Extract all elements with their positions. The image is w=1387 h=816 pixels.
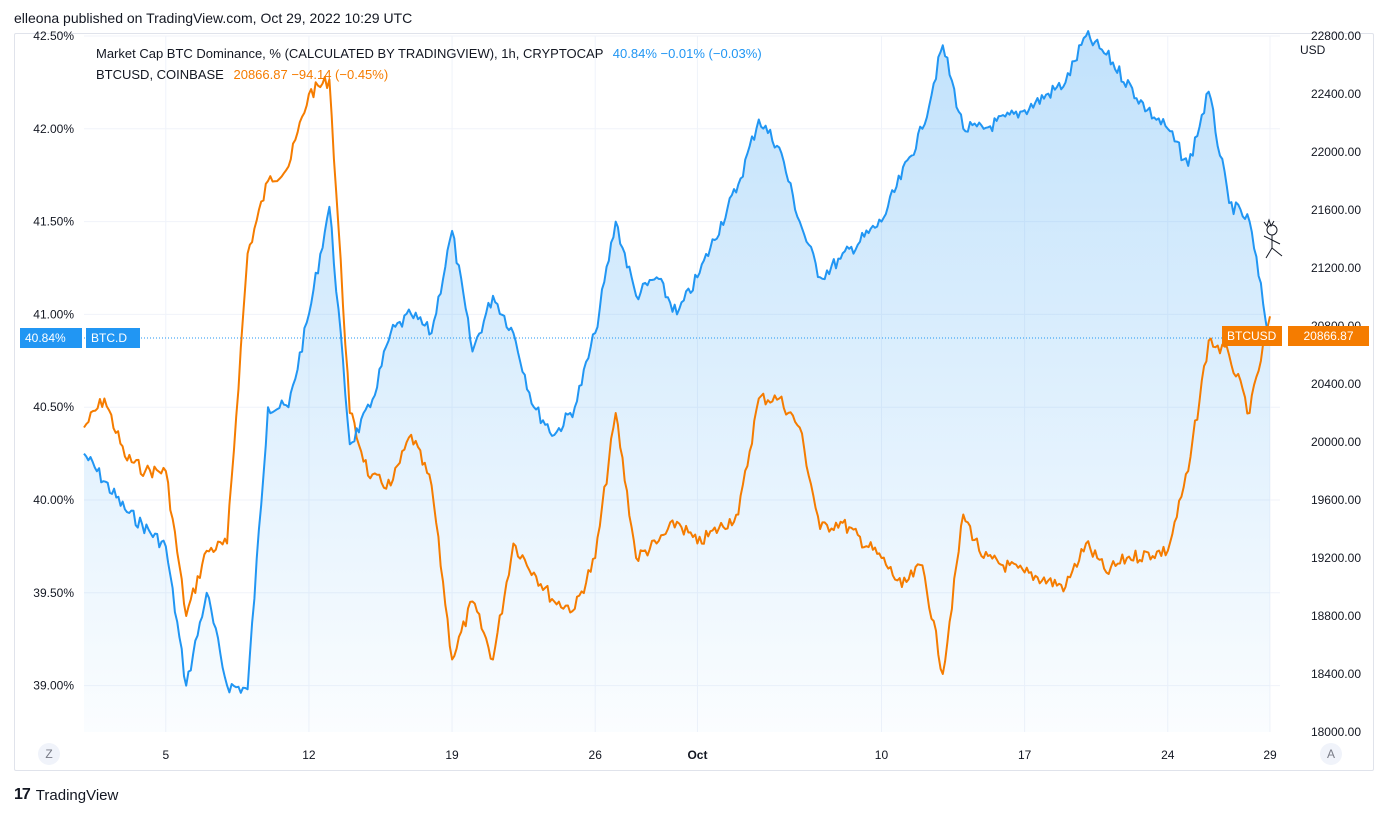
left-tick-label: 39.00% [33, 679, 74, 693]
right-tick-label: 19200.00 [1311, 551, 1361, 565]
legend-btc-values: 20866.87 −94.14 (−0.45%) [233, 67, 389, 82]
btcd-name-tag: BTC.D [86, 328, 140, 348]
left-tick-label: 42.00% [33, 122, 74, 136]
btcd-value-tag: 40.84% [20, 328, 82, 348]
right-tick-label: 19600.00 [1311, 493, 1361, 507]
chart-frame [14, 33, 1374, 771]
footer: 17 TradingView [14, 786, 118, 804]
tradingview-logo-icon: 17 [14, 786, 31, 803]
x-tick-label: 19 [445, 748, 459, 762]
btcusd-line [83, 76, 1271, 675]
auto-scale-button[interactable]: A [1320, 743, 1342, 765]
btc-series [83, 76, 1271, 675]
zoom-button[interactable]: Z [38, 743, 60, 765]
btcd-area-fill [84, 31, 1270, 733]
right-axis: 22800.00 22400.00 22000.00 21600.00 21200.00… [1311, 29, 1361, 739]
btcd-line [83, 30, 1271, 694]
btcd-series [83, 30, 1271, 694]
published-line: elleona published on TradingView.com, Oc… [14, 10, 413, 26]
btc-value-tag: 20866.87 [1288, 326, 1369, 346]
right-tick-label: 18000.00 [1311, 725, 1361, 739]
stick-figure-drawing [1263, 218, 1283, 259]
left-tick-label: 39.50% [33, 586, 74, 600]
right-tick-label: 21200.00 [1311, 261, 1361, 275]
legend-btcd-values: 40.84% −0.01% (−0.03%) [612, 46, 762, 61]
right-tick-label: 18800.00 [1311, 609, 1361, 623]
right-tick-label: 18400.00 [1311, 667, 1361, 681]
right-tick-label: 21600.00 [1311, 203, 1361, 217]
left-tick-label: 41.00% [33, 307, 74, 321]
left-axis: 42.50% 42.00% 41.50% 41.00% 40.50% 40.00% 39.5… [33, 29, 74, 693]
x-tick-label: 5 [162, 748, 169, 762]
x-tick-label: 10 [875, 748, 889, 762]
x-tick-label: 17 [1018, 748, 1032, 762]
legend-btcd[interactable]: Market Cap BTC Dominance, % (CALCULATED … [96, 46, 762, 61]
time-axis: 5 12 19 26 Oct 10 17 24 29 [162, 748, 1277, 762]
x-tick-label: Oct [687, 748, 707, 762]
left-tick-label: 42.50% [33, 29, 74, 43]
right-tick-label: 22000.00 [1311, 145, 1361, 159]
x-tick-label: 24 [1161, 748, 1175, 762]
btcd-area [84, 31, 1270, 733]
left-tick-label: 40.50% [33, 400, 74, 414]
x-tick-label: 12 [302, 748, 316, 762]
right-tick-label: 20000.00 [1311, 435, 1361, 449]
legend-btc[interactable]: BTCUSD, COINBASE 20866.87 −94.14 (−0.45%… [96, 67, 388, 82]
left-tick-label: 41.50% [33, 215, 74, 229]
right-tick-label: 22800.00 [1311, 29, 1361, 43]
left-tick-label: 40.00% [33, 493, 74, 507]
footer-brand: TradingView [35, 786, 119, 804]
x-tick-label: 26 [589, 748, 603, 762]
btc-name-tag: BTCUSD [1222, 326, 1282, 346]
legend-btc-label: BTCUSD, COINBASE [96, 67, 224, 82]
x-tick-label: 29 [1263, 748, 1277, 762]
right-tick-label: 22400.00 [1311, 87, 1361, 101]
right-tick-label: 20400.00 [1311, 377, 1361, 391]
right-axis-unit: USD [1300, 43, 1326, 57]
legend-btcd-label: Market Cap BTC Dominance, % (CALCULATED … [96, 46, 604, 61]
